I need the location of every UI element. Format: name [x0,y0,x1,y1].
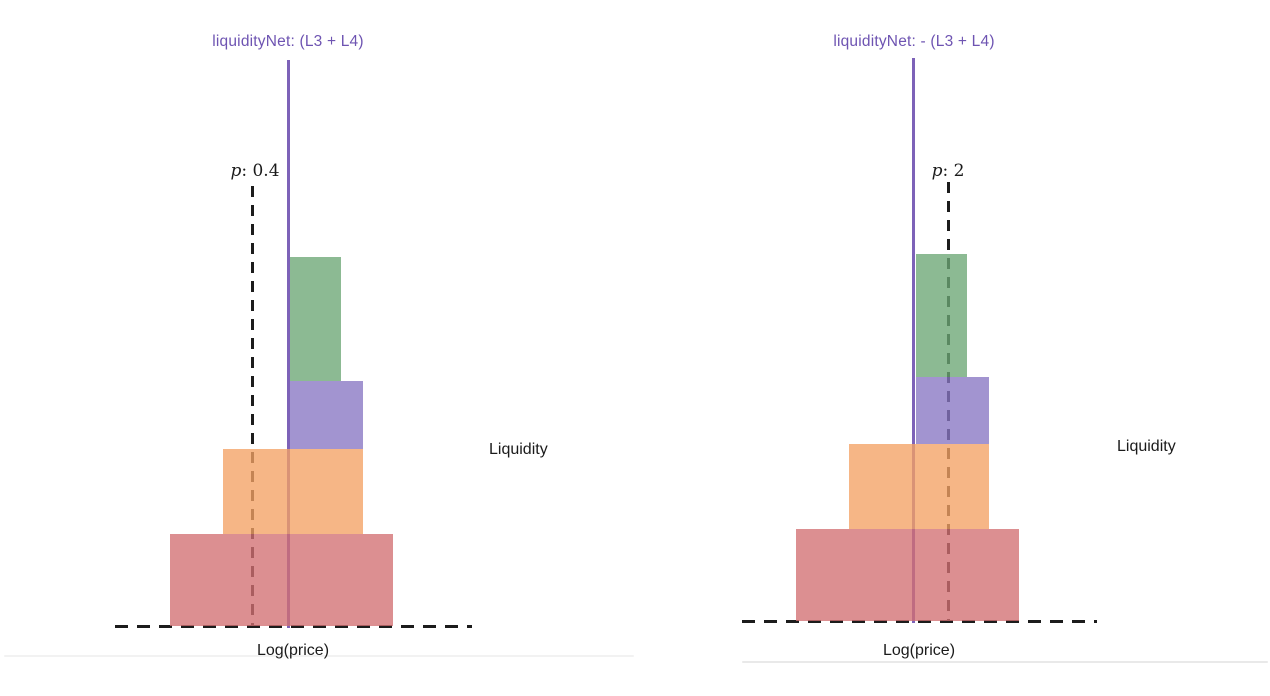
log-price-axis-baseline [742,620,1097,623]
liquidity-axis-label: Liquidity [1117,438,1176,455]
liquidity-net-line [287,60,290,628]
liquidity-bar-red [170,534,393,626]
liquidity-bar-green [916,254,967,377]
log-price-label: Log(price) [882,642,956,659]
liquidity-axis-label: Liquidity [489,441,548,458]
liquidity-bar-purple [916,377,989,444]
price-value: : 0.4 [241,161,280,181]
liquidity-bar-purple [290,381,363,449]
liquidity-bar-orange [223,449,363,534]
price-label: p: 0.4 [230,161,279,181]
liquidity-net-line [912,58,915,623]
price-variable: p [230,161,242,181]
price-label: p: 2 [932,161,965,181]
bottom-artifact-line [4,655,634,657]
bottom-artifact-line [742,661,1268,663]
price-variable: p [931,161,943,181]
price-dashed-line [251,186,254,626]
price-value: : 2 [942,161,965,181]
log-price-label: Log(price) [256,642,330,659]
liquidity-net-label: liquidityNet: (L3 + L4) [212,33,364,50]
liquidity-net-label: liquidityNet: - (L3 + L4) [833,33,995,50]
liquidity-bar-green [290,257,341,381]
log-price-axis-baseline [115,625,472,628]
liquidity-bar-orange [849,444,989,529]
liquidity-bar-red [796,529,1019,621]
